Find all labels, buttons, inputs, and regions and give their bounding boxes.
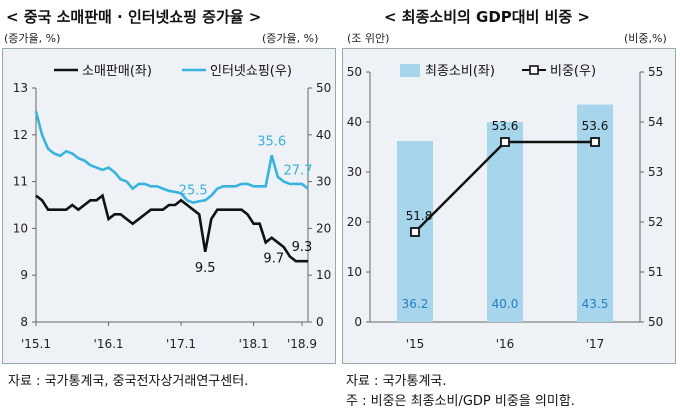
share-marker <box>500 137 510 147</box>
left-y-tick-label: 12 <box>13 128 28 142</box>
retail-sales-line <box>35 193 308 263</box>
x-tick-label: '15.1 <box>21 337 51 351</box>
left-chart: 8 9 10 11 12 13 0 10 20 30 40 50 '15.1 '16.1 '17.1 '18.… <box>13 64 332 351</box>
left-y-tick-label: 10 <box>13 221 28 235</box>
right-y-tick-label: 50 <box>316 81 331 95</box>
right-chart-note: 주 : 비중은 최종소비/GDP 비중을 의미함. <box>346 394 575 409</box>
data-label: 9.7 <box>263 251 284 266</box>
consumption-bar <box>487 122 523 322</box>
left-chart-left-unit: (증가율, %) <box>4 32 61 45</box>
right-y-tick-label: 51 <box>648 265 663 279</box>
left-y-tick-label: 11 <box>13 175 28 189</box>
share-marker <box>590 137 600 147</box>
left-chart-title: < 중국 소매판매 · 인터넷쇼핑 증가율 > <box>6 8 262 26</box>
x-tick-label: '18.1 <box>239 337 269 351</box>
right-chart: 0 10 20 30 40 50 50 51 52 53 54 55 36.2 '15 40.0 '16 43.… <box>347 64 663 351</box>
data-label: 25.5 <box>179 184 208 199</box>
share-marker <box>410 227 420 237</box>
right-chart-left-unit: (조 위안) <box>347 32 390 45</box>
right-chart-source: 자료 : 국가통계국. <box>346 374 447 389</box>
x-tick-label: '17 <box>586 337 605 351</box>
data-label: 9.5 <box>195 261 216 276</box>
left-y-tick-label: 0 <box>354 315 362 329</box>
right-chart-title: < 최종소비의 GDP대비 비중 > <box>384 8 590 26</box>
x-tick-label: '16 <box>496 337 515 351</box>
right-y-tick-label: 53 <box>648 165 663 179</box>
legend-internet-label: 인터넷쇼핑(우) <box>210 64 292 79</box>
left-y-tick-label: 50 <box>347 65 362 79</box>
right-y-tick-label: 20 <box>316 221 331 235</box>
right-y-tick-label: 50 <box>648 315 663 329</box>
left-y-tick-label: 40 <box>347 115 362 129</box>
share-value-label: 51.8 <box>406 209 433 223</box>
x-tick-label: '16.1 <box>94 337 124 351</box>
bar-value-label: 36.2 <box>402 297 429 311</box>
legend-consumption-swatch <box>400 64 420 77</box>
right-y-tick-label: 55 <box>648 65 663 79</box>
bar-value-label: 40.0 <box>492 297 519 311</box>
bar-value-label: 43.5 <box>582 297 609 311</box>
left-y-tick-label: 9 <box>20 268 28 282</box>
left-y-tick-label: 10 <box>347 265 362 279</box>
x-tick-label: '18.9 <box>287 337 317 351</box>
left-y-tick-label: 8 <box>20 315 28 329</box>
internet-shopping-line <box>34 111 309 205</box>
left-y-tick-label: 20 <box>347 215 362 229</box>
data-label: 27.7 <box>284 164 313 179</box>
x-tick-label: '17.1 <box>166 337 196 351</box>
right-y-tick-label: 40 <box>316 128 331 142</box>
legend-consumption-label: 최종소비(좌) <box>425 64 495 79</box>
share-value-label: 53.6 <box>492 119 519 133</box>
right-y-tick-label: 30 <box>316 175 331 189</box>
right-chart-right-unit: (비중,%) <box>624 32 667 45</box>
right-y-tick-label: 10 <box>316 268 331 282</box>
data-label: 35.6 <box>257 134 286 149</box>
right-y-tick-label: 0 <box>316 315 324 329</box>
legend-share-label: 비중(우) <box>550 64 596 79</box>
left-chart-source: 자료 : 국가통계국, 중국전자상거래연구센터. <box>8 374 249 389</box>
left-y-tick-label: 13 <box>13 81 28 95</box>
left-y-tick-label: 30 <box>347 165 362 179</box>
left-chart-right-unit: (증가율, %) <box>262 32 319 45</box>
legend-share-marker <box>529 65 539 75</box>
data-label: 9.3 <box>292 240 313 255</box>
legend-retail-label: 소매판매(좌) <box>82 64 152 79</box>
share-value-label: 53.6 <box>582 119 609 133</box>
right-y-tick-label: 54 <box>648 115 663 129</box>
right-y-tick-label: 52 <box>648 215 663 229</box>
x-tick-label: '15 <box>406 337 425 351</box>
